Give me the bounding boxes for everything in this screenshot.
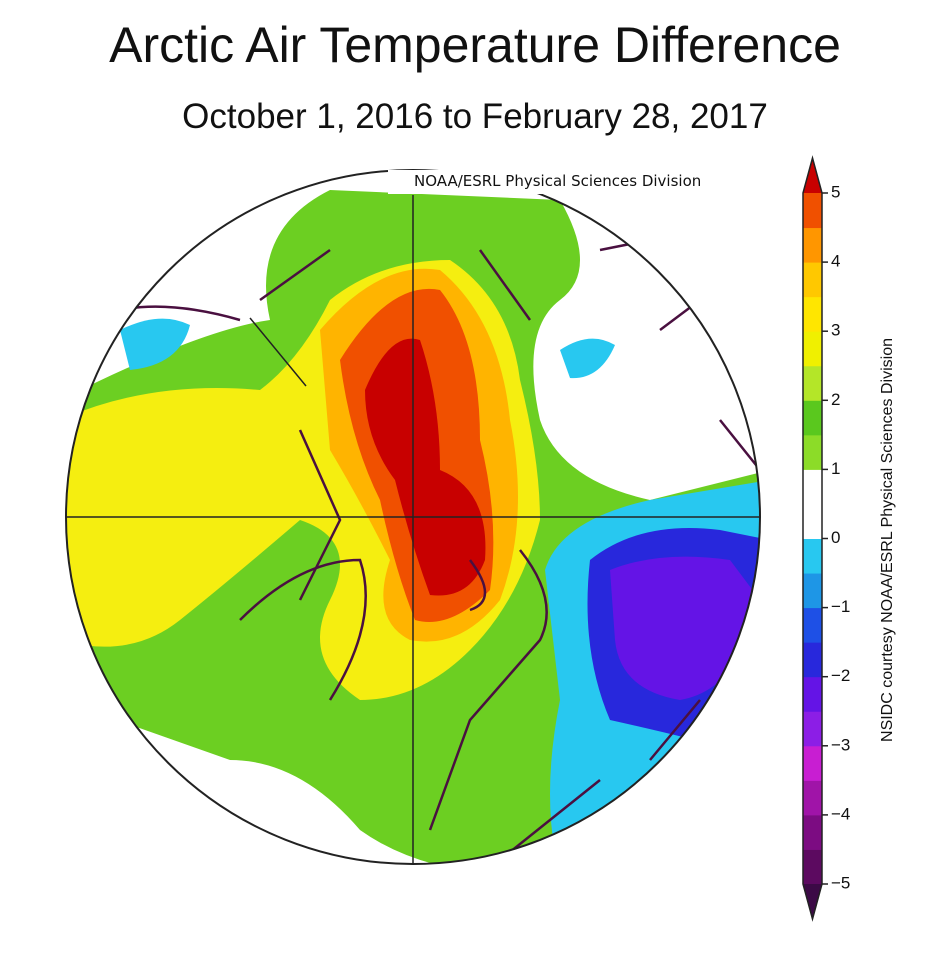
colorbar-tick-label: −2 bbox=[831, 666, 850, 685]
colorbar-band bbox=[803, 400, 822, 436]
colorbar-band bbox=[803, 193, 822, 229]
colorbar-tick-label: 4 bbox=[831, 252, 840, 271]
colorbar-band bbox=[803, 365, 822, 401]
colorbar-band bbox=[803, 849, 822, 885]
colorbar-tick-label: 1 bbox=[831, 459, 840, 478]
colorbar-tick-label: 2 bbox=[831, 390, 840, 409]
colorbar-band bbox=[803, 711, 822, 747]
colorbar-tick-label: 0 bbox=[831, 528, 840, 547]
colorbar-under bbox=[803, 884, 822, 919]
colorbar-tick-label: −5 bbox=[831, 873, 850, 892]
attribution: NOAA/ESRL Physical Sciences Division bbox=[414, 172, 701, 190]
colorbar-band bbox=[803, 538, 822, 574]
colorbar-band bbox=[803, 780, 822, 816]
colorbar-tick-label: −4 bbox=[831, 804, 850, 823]
colorbar-tick-label: 3 bbox=[831, 321, 840, 340]
subtitle: October 1, 2016 to February 28, 2017 bbox=[182, 97, 768, 136]
colorbar-band bbox=[803, 607, 822, 643]
colorbar-band bbox=[803, 676, 822, 712]
colorbar-tick-label: −3 bbox=[831, 735, 850, 754]
attribution-box bbox=[388, 170, 755, 194]
colorbar-band bbox=[803, 814, 822, 850]
colorbar-band bbox=[803, 227, 822, 263]
colorbar-band bbox=[803, 503, 822, 539]
colorbar-band bbox=[803, 642, 822, 678]
credit: NSIDC courtesy NOAA/ESRL Physical Scienc… bbox=[879, 338, 896, 742]
colorbar-tick-label: 5 bbox=[831, 182, 840, 201]
colorbar-tick-label: −1 bbox=[831, 597, 850, 616]
colorbar: −5 −4 −3 −2 −1 0 1 2 3 4 5 bbox=[802, 155, 850, 922]
colorbar-band bbox=[803, 331, 822, 367]
colorbar-band bbox=[803, 745, 822, 781]
colorbar-over bbox=[803, 158, 822, 193]
colorbar-band bbox=[803, 469, 822, 505]
colorbar-band bbox=[803, 434, 822, 470]
colorbar-band bbox=[803, 573, 822, 609]
colorbar-band bbox=[803, 262, 822, 298]
colorbar-band bbox=[803, 296, 822, 332]
title: Arctic Air Temperature Difference bbox=[109, 17, 841, 73]
